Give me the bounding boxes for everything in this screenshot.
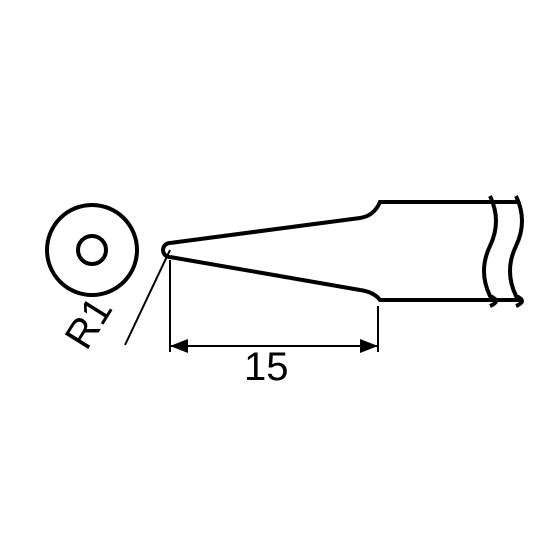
radius-leader — [125, 250, 170, 345]
arrow-left — [170, 339, 188, 353]
arrow-right — [360, 339, 378, 353]
end-view-inner — [78, 236, 106, 264]
end-view-outer — [47, 205, 137, 295]
side-top-outline — [170, 202, 520, 243]
drawing-svg: R1 15 — [0, 0, 550, 550]
side-bottom-outline — [170, 257, 520, 300]
length-label: 15 — [244, 345, 289, 389]
radius-label: R1 — [57, 290, 121, 357]
technical-drawing: R1 15 — [0, 0, 550, 550]
break-line-2 — [510, 196, 522, 306]
break-line-1 — [484, 196, 496, 306]
